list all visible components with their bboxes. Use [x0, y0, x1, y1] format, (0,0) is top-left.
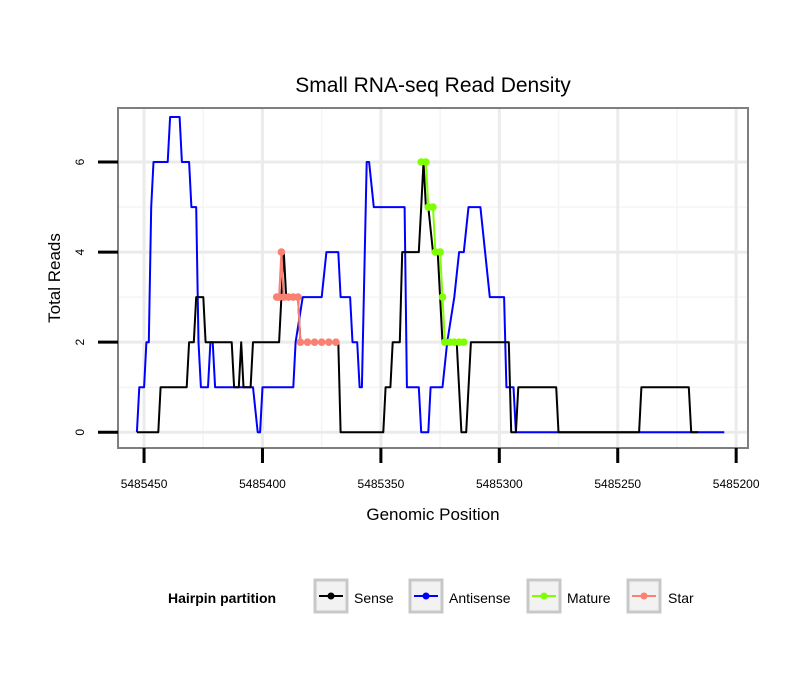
data-point-star	[294, 293, 302, 301]
chart-title: Small RNA-seq Read Density	[295, 74, 571, 97]
legend-dot-star	[640, 592, 648, 600]
legend-label-mature: Mature	[567, 590, 611, 606]
data-point-star	[296, 338, 305, 347]
legend-label-sense: Sense	[354, 590, 394, 606]
x-tick-label: 5485300	[476, 477, 523, 491]
y-tick-label: 2	[73, 339, 87, 346]
data-point-mature	[436, 248, 444, 256]
x-axis: 5485450 5485400 5485350 5485300 5485250 54852…	[121, 448, 760, 491]
x-tick-label: 5485350	[358, 477, 405, 491]
data-point-mature	[422, 158, 430, 166]
plot-panel	[117, 107, 749, 449]
data-point-mature	[438, 293, 447, 301]
y-axis: 0 2 4 6	[73, 158, 118, 436]
legend-label-star: Star	[668, 590, 694, 606]
data-point-mature	[460, 338, 468, 347]
x-tick-label: 5485250	[594, 477, 641, 491]
x-axis-title: Genomic Position	[366, 505, 499, 524]
plot-background	[118, 108, 748, 448]
legend-dot-antisense	[422, 592, 430, 600]
series-line-sense	[136, 161, 699, 434]
data-point-star	[277, 248, 286, 256]
legend: Hairpin partition Sense Antisense Mature St…	[168, 578, 694, 614]
legend-dot-sense	[327, 592, 335, 600]
x-tick-label: 5485200	[713, 477, 760, 491]
y-tick-label: 0	[73, 429, 87, 436]
data-point-star	[303, 338, 312, 347]
y-axis-title: Total Reads	[45, 233, 64, 323]
series-line-antisense	[135, 116, 725, 434]
data-point-star	[317, 338, 326, 347]
legend-title: Hairpin partition	[168, 590, 276, 606]
series-layer	[135, 116, 725, 434]
y-tick-label: 6	[73, 158, 87, 165]
legend-label-antisense: Antisense	[449, 590, 511, 606]
x-tick-label: 5485450	[121, 477, 168, 491]
y-tick-label: 4	[73, 248, 87, 255]
plot-border	[117, 107, 749, 449]
legend-dot-mature	[540, 592, 548, 600]
x-tick-label: 5485400	[239, 477, 286, 491]
data-point-star	[325, 338, 333, 347]
data-point-star	[332, 338, 340, 347]
data-point-mature	[429, 203, 437, 211]
data-point-star	[310, 338, 319, 347]
